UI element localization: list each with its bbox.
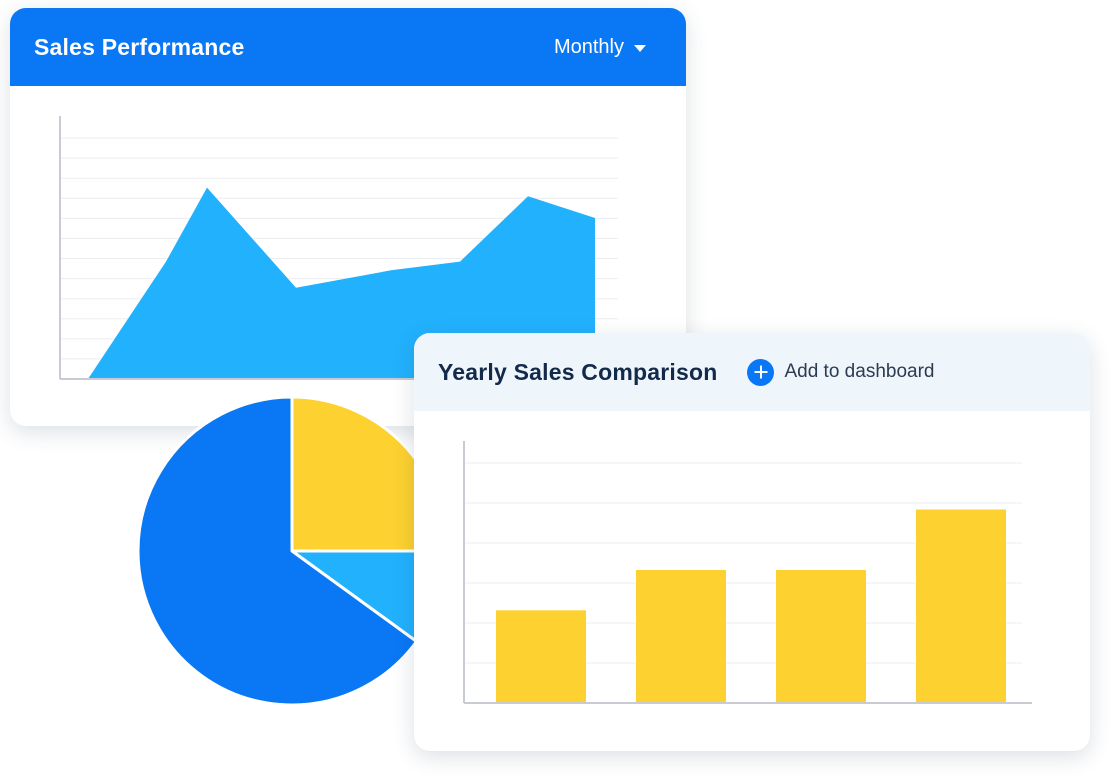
yearly-bar-chart bbox=[463, 441, 1032, 704]
yearly-sales-title: Yearly Sales Comparison bbox=[438, 358, 718, 385]
sales-area-chart bbox=[59, 116, 618, 380]
yearly-sales-header: Yearly Sales Comparison Add to dashboard bbox=[414, 333, 1090, 411]
bar bbox=[636, 570, 726, 703]
plus-circle-icon bbox=[747, 358, 775, 386]
sales-performance-card: Sales Performance Monthly bbox=[10, 8, 686, 426]
pie-slice bbox=[136, 395, 419, 707]
bar bbox=[496, 610, 586, 703]
add-to-dashboard-label: Add to dashboard bbox=[784, 361, 935, 382]
sales-performance-header: Sales Performance Monthly bbox=[10, 8, 686, 86]
bar bbox=[776, 570, 866, 703]
yearly-sales-card: Yearly Sales Comparison Add to dashboard bbox=[414, 333, 1090, 751]
area-series bbox=[88, 170, 595, 379]
add-to-dashboard-button[interactable]: Add to dashboard bbox=[747, 358, 935, 386]
caret-down-icon bbox=[634, 45, 646, 52]
period-dropdown[interactable]: Monthly bbox=[554, 36, 646, 59]
bar bbox=[916, 509, 1006, 703]
period-dropdown-label: Monthly bbox=[553, 35, 624, 58]
sales-performance-title: Sales Performance bbox=[34, 33, 245, 60]
